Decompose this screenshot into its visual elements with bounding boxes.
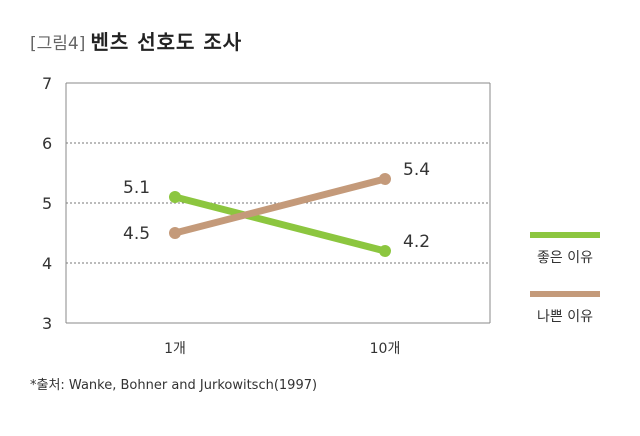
legend-label: 나쁜 이유 [537, 309, 593, 325]
legend-label: 좋은 이유 [537, 250, 593, 266]
y-tick-label: 3 [42, 314, 52, 333]
data-point [379, 173, 391, 185]
y-tick-label: 6 [42, 134, 52, 153]
source-note: *출처: Wanke, Bohner and Jurkowitsch(1997) [30, 378, 318, 393]
x-tick-labels: 1개 10개 [164, 341, 400, 357]
series-lines: 5.1 4.2 4.5 5.4 [123, 160, 430, 257]
axes [65, 82, 491, 324]
data-label: 4.2 [403, 232, 430, 252]
data-label: 5.1 [123, 178, 150, 198]
x-tick-label: 1개 [164, 341, 186, 357]
figure-tag: [그림4] [30, 34, 86, 54]
y-tick-label: 7 [42, 74, 52, 93]
data-label: 4.5 [123, 224, 150, 244]
y-tick-label: 4 [42, 254, 52, 273]
y-tick-labels: 3 4 5 6 7 [42, 74, 52, 333]
figure-title: 벤츠 선호도 조사 [90, 30, 243, 54]
data-label: 5.4 [403, 160, 430, 180]
series-line [171, 175, 389, 237]
chart-title: [그림4] 벤츠 선호도 조사 [30, 26, 242, 55]
x-tick-label: 10개 [370, 341, 401, 357]
data-point [169, 191, 181, 203]
data-point [169, 227, 181, 239]
series-line [171, 193, 389, 255]
data-point [379, 245, 391, 257]
y-tick-label: 5 [42, 194, 52, 213]
